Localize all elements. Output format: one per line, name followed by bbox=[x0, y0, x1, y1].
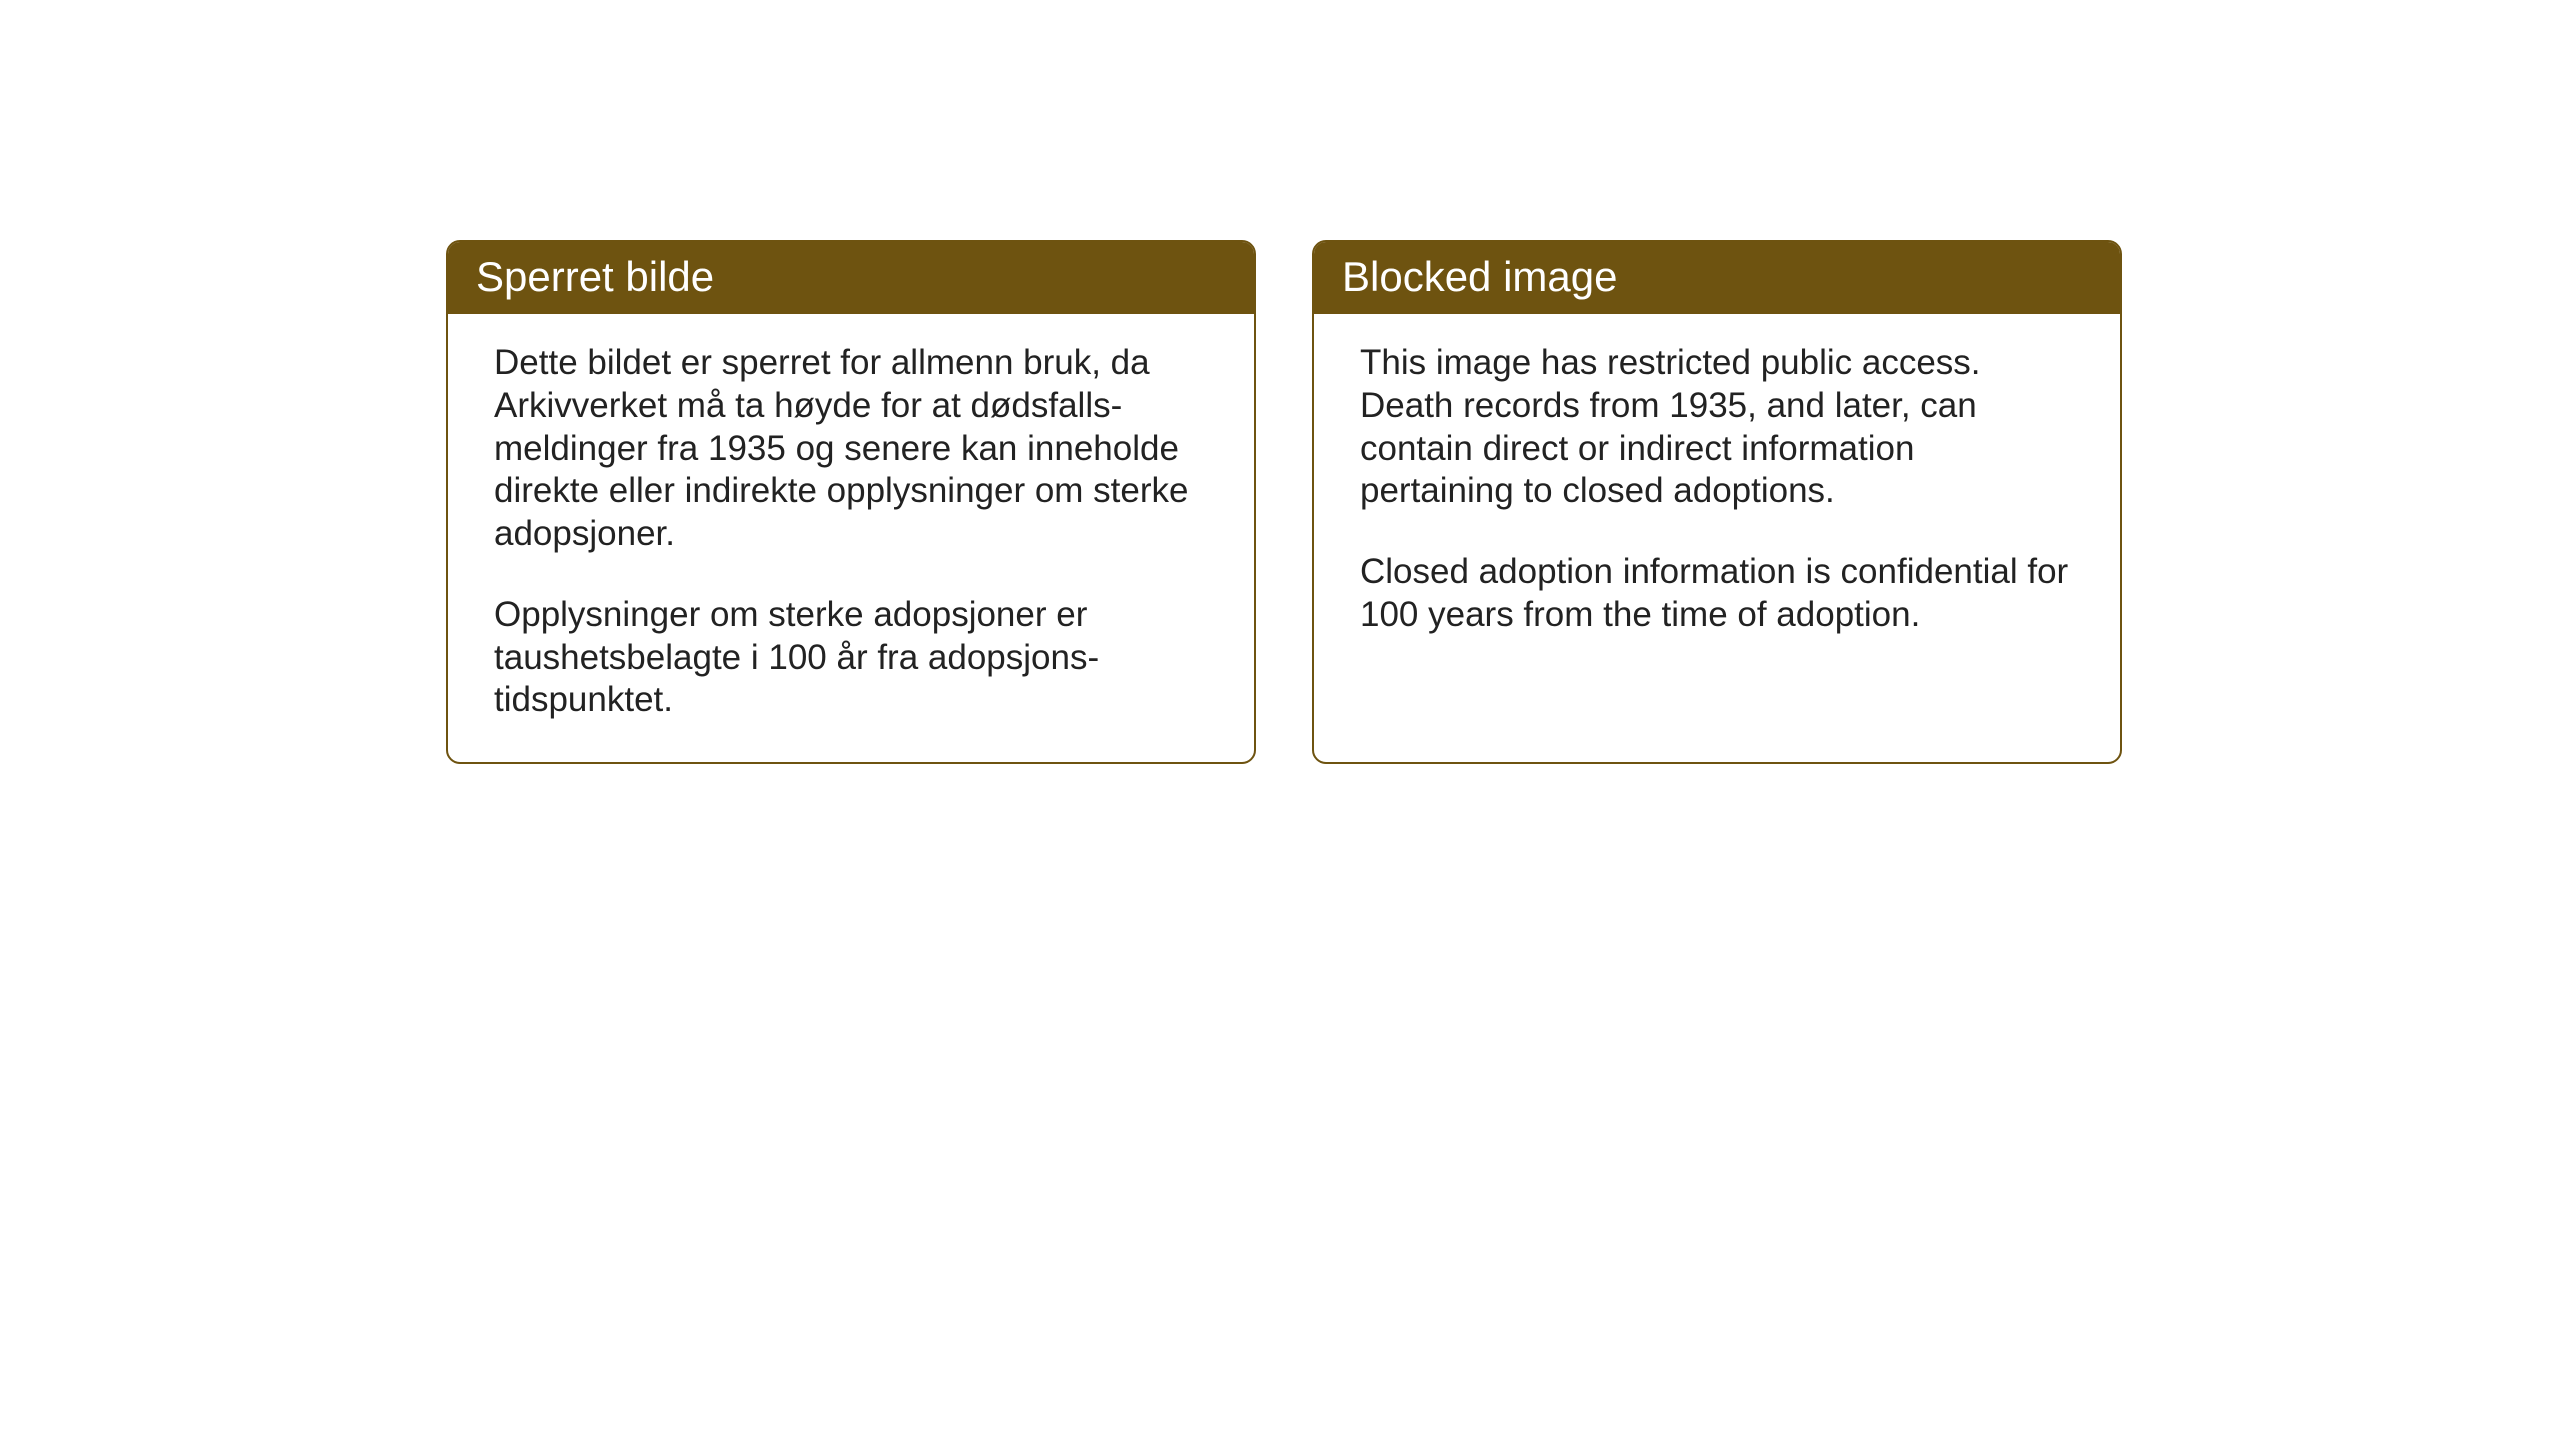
panel-norwegian-body: Dette bildet er sperret for allmenn bruk… bbox=[448, 314, 1254, 762]
panel-english-paragraph-1: This image has restricted public access.… bbox=[1360, 342, 2074, 513]
panel-norwegian: Sperret bilde Dette bildet er sperret fo… bbox=[446, 240, 1256, 764]
panels-container: Sperret bilde Dette bildet er sperret fo… bbox=[446, 240, 2122, 764]
panel-norwegian-paragraph-1: Dette bildet er sperret for allmenn bruk… bbox=[494, 342, 1208, 555]
panel-english-header: Blocked image bbox=[1314, 242, 2120, 314]
panel-english: Blocked image This image has restricted … bbox=[1312, 240, 2122, 764]
panel-english-body: This image has restricted public access.… bbox=[1314, 314, 2120, 676]
panel-norwegian-paragraph-2: Opplysninger om sterke adopsjoner er tau… bbox=[494, 594, 1208, 722]
panel-english-paragraph-2: Closed adoption information is confident… bbox=[1360, 551, 2074, 636]
panel-norwegian-header: Sperret bilde bbox=[448, 242, 1254, 314]
